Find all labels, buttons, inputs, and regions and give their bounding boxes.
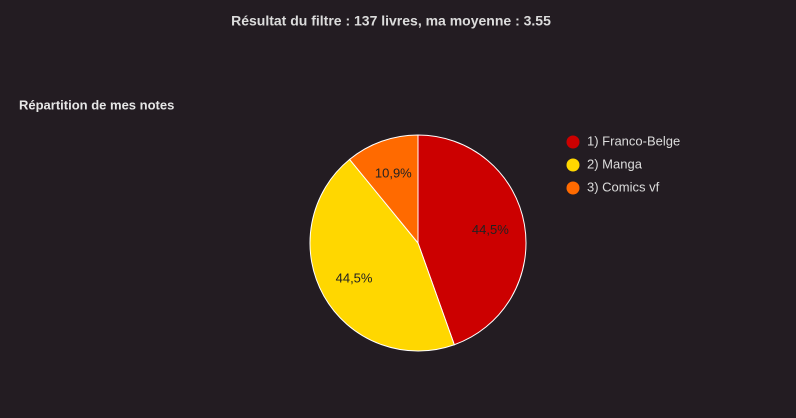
legend-marker	[566, 135, 580, 149]
legend-marker	[566, 158, 580, 172]
legend-label: 2) Manga	[587, 156, 643, 171]
pie-slice	[309, 158, 455, 352]
chart-title: Répartition de mes notes	[19, 97, 174, 112]
pie-slice	[417, 134, 527, 346]
data-label: 10,9%	[375, 165, 412, 180]
pie-slice	[348, 134, 419, 245]
data-label: 44,5%	[472, 222, 509, 237]
data-label: 44,5%	[336, 271, 373, 286]
page-title: Résultat du filtre : 137 livres, ma moye…	[231, 13, 551, 29]
legend-label: 1) Franco-Belge	[587, 133, 680, 148]
legend-label: 3) Comics vf	[587, 179, 660, 194]
legend-marker	[566, 181, 580, 195]
